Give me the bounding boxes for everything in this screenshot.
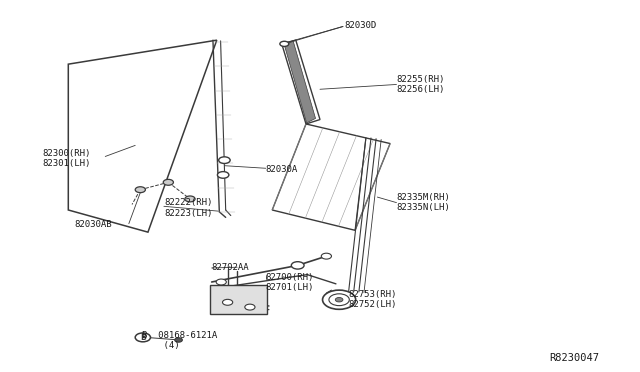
Circle shape xyxy=(323,290,356,310)
Text: R8230047: R8230047 xyxy=(549,353,600,363)
Circle shape xyxy=(135,333,150,342)
Text: B  08168-6121A
    (4): B 08168-6121A (4) xyxy=(141,331,217,350)
Circle shape xyxy=(329,294,349,306)
Text: 82222(RH)
82223(LH): 82222(RH) 82223(LH) xyxy=(164,198,212,218)
Text: 82702AA: 82702AA xyxy=(212,263,250,272)
Text: B: B xyxy=(140,333,146,342)
Text: 82030A: 82030A xyxy=(266,165,298,174)
Circle shape xyxy=(280,41,289,46)
Circle shape xyxy=(223,299,233,305)
Circle shape xyxy=(218,171,229,178)
Text: 82753(RH)
82752(LH): 82753(RH) 82752(LH) xyxy=(349,290,397,310)
Text: 82030D: 82030D xyxy=(344,21,376,30)
Polygon shape xyxy=(284,41,316,123)
Circle shape xyxy=(163,179,173,185)
Circle shape xyxy=(135,187,145,193)
Text: 82300(RH)
82301(LH): 82300(RH) 82301(LH) xyxy=(43,148,91,168)
Circle shape xyxy=(185,196,195,202)
Text: 82335M(RH)
82335N(LH): 82335M(RH) 82335N(LH) xyxy=(396,193,450,212)
Text: 82255(RH)
82256(LH): 82255(RH) 82256(LH) xyxy=(396,75,445,94)
FancyBboxPatch shape xyxy=(211,285,267,314)
Circle shape xyxy=(321,253,332,259)
Circle shape xyxy=(245,304,255,310)
Text: 82700(RH)
82701(LH): 82700(RH) 82701(LH) xyxy=(266,273,314,292)
Text: 82030AB: 82030AB xyxy=(75,220,112,229)
Circle shape xyxy=(216,279,227,285)
Circle shape xyxy=(335,298,343,302)
Circle shape xyxy=(175,338,182,342)
Circle shape xyxy=(291,262,304,269)
Circle shape xyxy=(219,157,230,163)
